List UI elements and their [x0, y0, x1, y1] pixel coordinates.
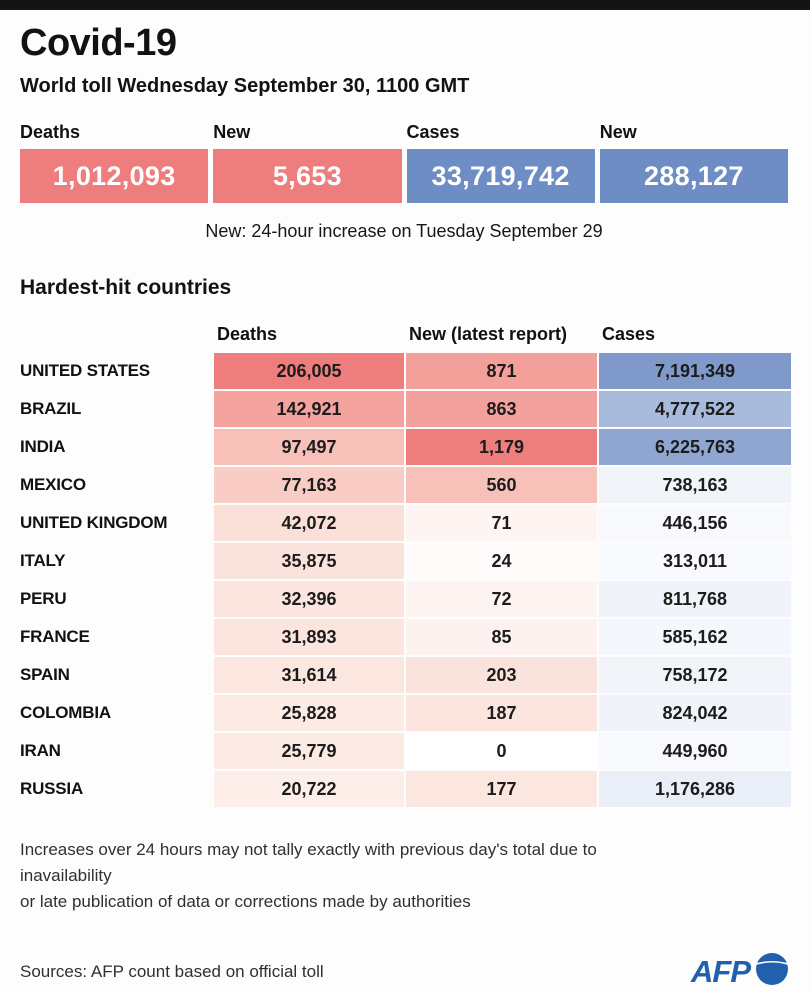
- deaths-cell: 142,921: [214, 391, 404, 427]
- deaths-cell: 20,722: [214, 771, 404, 807]
- cases-cell: 446,156: [599, 505, 791, 541]
- country-label: UNITED KINGDOM: [20, 513, 168, 532]
- new-cell: 85: [406, 619, 597, 655]
- summary-value-cases-new: 288,127: [599, 149, 788, 203]
- country-label: RUSSIA: [20, 779, 84, 798]
- header-spacer: [20, 324, 212, 345]
- new-cell: 1,179: [406, 429, 597, 465]
- cases-cell: 585,162: [599, 619, 791, 655]
- country-label: MEXICO: [20, 475, 86, 494]
- column-header-cases: Cases: [602, 324, 656, 344]
- new-cell: 187: [406, 695, 597, 731]
- new-cell: 203: [406, 657, 597, 693]
- column-header-new: New (latest report): [409, 324, 568, 344]
- deaths-cell: 25,828: [214, 695, 404, 731]
- deaths-cell: 25,779: [214, 733, 404, 769]
- cases-cell: 1,176,286: [599, 771, 791, 807]
- new-cell: 0: [406, 733, 597, 769]
- table-row: FRANCE 31,893 85 585,162: [20, 619, 791, 655]
- table-row: BRAZIL 142,921 863 4,777,522: [20, 391, 791, 427]
- summary-value-deaths: 1,012,093: [20, 149, 209, 203]
- summary-label-deaths-new: New: [213, 122, 251, 142]
- section-title: Hardest-hit countries: [20, 276, 232, 299]
- hardest-hit-table: Deaths New (latest report) Cases UNITED …: [20, 324, 791, 807]
- deaths-cell: 31,614: [214, 657, 404, 693]
- table-header-row: Deaths New (latest report) Cases: [20, 324, 789, 345]
- deaths-cell: 97,497: [214, 429, 404, 465]
- table-row: RUSSIA 20,722 177 1,176,286: [20, 771, 791, 807]
- afp-logo-text: AFP: [691, 953, 751, 989]
- summary-label-deaths: Deaths: [20, 122, 81, 142]
- summary-value-deaths-new: 5,653: [213, 149, 402, 203]
- summary-label-cases: Cases: [406, 122, 460, 142]
- country-label: BRAZIL: [20, 399, 82, 418]
- deaths-cell: 77,163: [214, 467, 404, 503]
- new-cell: 24: [406, 543, 597, 579]
- table-row: MEXICO 77,163 560 738,163: [20, 467, 791, 503]
- table-row: UNITED KINGDOM 42,072 71 446,156: [20, 505, 791, 541]
- table-row: INDIA 97,497 1,179 6,225,763: [20, 429, 791, 465]
- country-label: COLOMBIA: [20, 703, 111, 722]
- new-cell: 863: [406, 391, 597, 427]
- disclaimer-note: Increases over 24 hours may not tally ex…: [20, 837, 680, 915]
- cases-cell: 824,042: [599, 695, 791, 731]
- disclaimer-line2: or late publication of data or correctio…: [20, 892, 471, 911]
- new-cell: 177: [406, 771, 597, 807]
- page-title: Covid-19: [20, 22, 177, 64]
- summary-label-cases-new: New: [599, 122, 637, 142]
- new-definition-note: New: 24-hour increase on Tuesday Septemb…: [205, 221, 603, 241]
- cases-cell: 449,960: [599, 733, 791, 769]
- country-label: ITALY: [20, 551, 66, 570]
- country-label: SPAIN: [20, 665, 70, 684]
- cases-cell: 313,011: [599, 543, 791, 579]
- cases-cell: 811,768: [599, 581, 791, 617]
- footer-row: Sources: AFP count based on official tol…: [20, 951, 790, 992]
- country-label: IRAN: [20, 741, 61, 760]
- afp-logo: AFP: [691, 951, 790, 992]
- country-label: UNITED STATES: [20, 361, 150, 380]
- country-label: PERU: [20, 589, 67, 608]
- sources-text: Sources: AFP count based on official tol…: [20, 961, 324, 981]
- top-black-bar: [0, 0, 810, 10]
- new-cell: 71: [406, 505, 597, 541]
- afp-globe-icon: [754, 951, 790, 992]
- cases-cell: 6,225,763: [599, 429, 791, 465]
- deaths-cell: 31,893: [214, 619, 404, 655]
- table-body: UNITED STATES 206,005 871 7,191,349 BRAZ…: [20, 353, 791, 807]
- page-subtitle: World toll Wednesday September 30, 1100 …: [20, 75, 470, 97]
- column-header-deaths: Deaths: [217, 324, 278, 344]
- table-row: PERU 32,396 72 811,768: [20, 581, 791, 617]
- country-label: INDIA: [20, 437, 66, 456]
- disclaimer-line1: Increases over 24 hours may not tally ex…: [20, 840, 597, 885]
- table-row: IRAN 25,779 0 449,960: [20, 733, 791, 769]
- summary-value-cases: 33,719,742: [406, 149, 595, 203]
- cases-cell: 7,191,349: [599, 353, 791, 389]
- country-label: FRANCE: [20, 627, 90, 646]
- deaths-cell: 42,072: [214, 505, 404, 541]
- new-cell: 560: [406, 467, 597, 503]
- cases-cell: 758,172: [599, 657, 791, 693]
- cases-cell: 4,777,522: [599, 391, 791, 427]
- deaths-cell: 32,396: [214, 581, 404, 617]
- table-row: ITALY 35,875 24 313,011: [20, 543, 791, 579]
- deaths-cell: 35,875: [214, 543, 404, 579]
- summary-stats: Deaths New Cases New 1,012,093 5,653 33,…: [20, 122, 788, 203]
- cases-cell: 738,163: [599, 467, 791, 503]
- table-row: COLOMBIA 25,828 187 824,042: [20, 695, 791, 731]
- new-cell: 871: [406, 353, 597, 389]
- infographic: Covid-19 World toll Wednesday September …: [20, 10, 791, 992]
- new-cell: 72: [406, 581, 597, 617]
- table-row: SPAIN 31,614 203 758,172: [20, 657, 791, 693]
- deaths-cell: 206,005: [214, 353, 404, 389]
- table-row: UNITED STATES 206,005 871 7,191,349: [20, 353, 791, 389]
